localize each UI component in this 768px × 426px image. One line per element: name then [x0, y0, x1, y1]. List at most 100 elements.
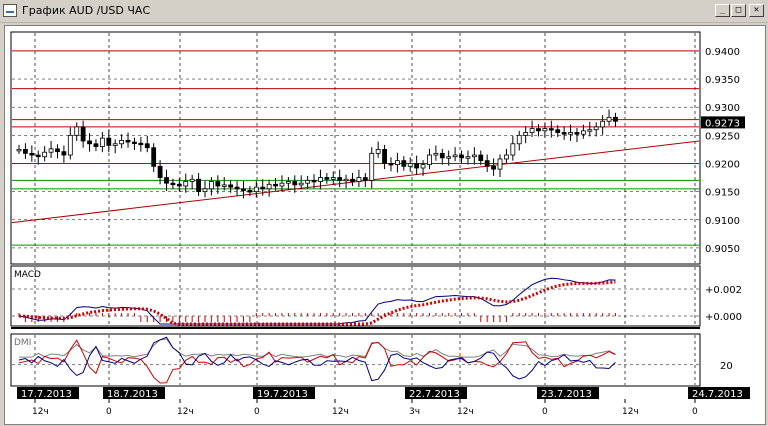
- candle-body: [285, 181, 291, 184]
- candle-body: [202, 188, 208, 193]
- title-bar[interactable]: График AUD /USD ЧАС _ □ ✕: [0, 0, 768, 23]
- candle-body: [375, 149, 381, 154]
- hour-label: 12ч: [457, 407, 474, 417]
- candle-body: [164, 177, 169, 184]
- macd-title: MACD: [14, 270, 41, 280]
- current-price-label: 0.9273: [705, 118, 740, 129]
- date-label: 22.7.2013: [409, 389, 460, 400]
- adx-line: [19, 338, 616, 358]
- candle-body: [170, 182, 176, 186]
- candle-body: [568, 132, 573, 135]
- candle-body: [279, 182, 285, 187]
- hour-label: 12ч: [32, 407, 49, 417]
- candle-body: [324, 177, 330, 180]
- price-label: 0.9250: [705, 131, 740, 142]
- hour-label: 12ч: [177, 407, 194, 417]
- candle-body: [420, 164, 426, 169]
- minimize-button[interactable]: _: [715, 4, 730, 17]
- candle-body: [228, 184, 234, 188]
- candle-body: [215, 181, 221, 187]
- candle-body: [48, 148, 54, 153]
- candle-body: [600, 120, 606, 128]
- date-label-box: [405, 387, 467, 399]
- macd-signal-line: [18, 280, 616, 326]
- candle-body: [478, 154, 484, 162]
- close-button[interactable]: ✕: [749, 4, 764, 17]
- candle-body: [452, 154, 458, 158]
- candlesticks: [16, 109, 618, 199]
- price-label: 0.9150: [705, 188, 740, 199]
- hour-label: 12ч: [622, 407, 639, 417]
- price-label: 0.9050: [705, 244, 740, 255]
- candle-body: [555, 129, 561, 133]
- candle-body: [209, 181, 214, 190]
- candle-body: [80, 126, 86, 142]
- candle-body: [401, 160, 407, 167]
- candle-body: [491, 165, 496, 170]
- candle-body: [183, 181, 189, 187]
- date-label: 23.7.2013: [541, 389, 592, 400]
- chart-window[interactable]: 0.9400 0.9350 0.9300 0.9250 0.9200 0.9150 0.91…: [4, 25, 766, 425]
- maximize-button[interactable]: □: [731, 4, 746, 17]
- price-label: 0.9200: [705, 159, 740, 170]
- candle-body: [42, 151, 48, 158]
- price-label: 0.9400: [705, 47, 740, 58]
- date-label-box: [17, 387, 79, 399]
- candle-body: [362, 177, 368, 181]
- price-axis: 0.9400 0.9350 0.9300 0.9250 0.9200 0.9150 0.91…: [701, 47, 745, 255]
- candle-body: [593, 126, 599, 131]
- hour-label: 3ч: [409, 407, 420, 417]
- date-label-box: [253, 387, 315, 399]
- candle-body: [241, 188, 246, 191]
- candle-body: [151, 147, 157, 167]
- candle-body: [106, 137, 112, 146]
- candle-body: [55, 148, 60, 153]
- date-label: 17.7.2013: [21, 389, 72, 400]
- candle-body: [606, 116, 612, 122]
- candle-body: [510, 143, 516, 156]
- chart-canvas[interactable]: 0.9400 0.9350 0.9300 0.9250 0.9200 0.9150 0.91…: [5, 26, 765, 424]
- candle-body: [23, 149, 28, 154]
- candle-body: [427, 154, 432, 166]
- hour-label: 12ч: [332, 407, 349, 417]
- dmi-tick-label: 20: [720, 361, 733, 372]
- macd-line: [18, 277, 616, 325]
- candle-body: [497, 158, 503, 170]
- date-label: 18.7.2013: [107, 389, 158, 400]
- candle-body: [439, 152, 445, 159]
- candle-body: [87, 140, 92, 145]
- candle-body: [561, 132, 567, 135]
- candle-body: [433, 152, 439, 156]
- candle-body: [176, 183, 182, 187]
- candle-body: [138, 142, 144, 146]
- current-price-box: [701, 116, 745, 129]
- candle-body: [407, 163, 413, 167]
- candle-body: [234, 186, 240, 190]
- candle-body: [529, 128, 535, 133]
- candle-body: [61, 151, 67, 156]
- candle-body: [330, 177, 336, 180]
- candle-body: [125, 140, 131, 143]
- candle-body: [196, 178, 201, 193]
- chart-icon: [3, 4, 17, 17]
- macd-panel[interactable]: [10, 265, 701, 327]
- candle-body: [292, 181, 298, 186]
- candle-body: [350, 178, 355, 182]
- candle-body: [337, 177, 343, 181]
- candle-body: [247, 190, 253, 193]
- candle-body: [221, 184, 227, 187]
- candle-body: [504, 154, 509, 160]
- candle-body: [471, 154, 477, 158]
- time-axis: 17.7.2013 18.7.2013 19.7.2013 22.7.2013 23.7…: [17, 387, 750, 417]
- candle-body: [484, 160, 490, 167]
- candle-body: [318, 177, 323, 182]
- hour-label: 0: [692, 407, 698, 417]
- price-panel[interactable]: [10, 31, 701, 265]
- price-label: 0.9350: [705, 75, 740, 86]
- candle-body: [298, 182, 304, 186]
- candle-body: [144, 143, 150, 149]
- candle-body: [356, 177, 362, 182]
- candle-body: [266, 183, 272, 190]
- candle-body: [93, 143, 99, 147]
- candle-body: [157, 165, 163, 178]
